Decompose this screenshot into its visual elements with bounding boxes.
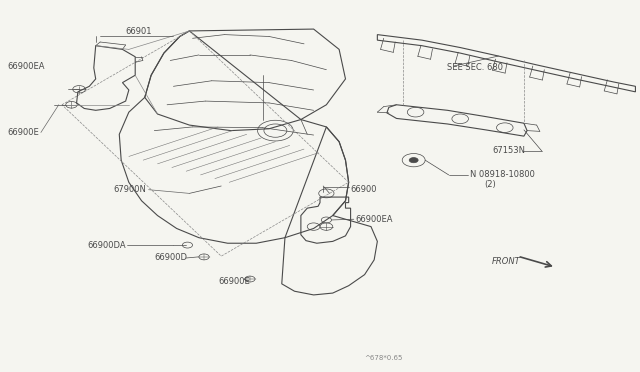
Text: 67153N: 67153N	[492, 147, 525, 155]
Text: 66900: 66900	[351, 185, 377, 194]
Text: ^678*0.65: ^678*0.65	[365, 355, 403, 361]
Text: 66900EA: 66900EA	[355, 215, 392, 224]
Text: FRONT: FRONT	[492, 257, 521, 266]
Text: (2): (2)	[484, 180, 495, 189]
Text: 66901: 66901	[125, 27, 152, 36]
Text: 66900EA: 66900EA	[8, 61, 45, 71]
Text: 67900N: 67900N	[113, 185, 146, 194]
Text: 66900E: 66900E	[8, 128, 40, 137]
Circle shape	[409, 158, 418, 163]
Text: N 08918-10800: N 08918-10800	[470, 170, 534, 179]
Text: 66900D: 66900D	[154, 253, 188, 263]
Text: SEE SEC. 680: SEE SEC. 680	[447, 63, 504, 72]
Text: 66900DA: 66900DA	[88, 241, 126, 250]
Text: 66900E: 66900E	[218, 278, 250, 286]
